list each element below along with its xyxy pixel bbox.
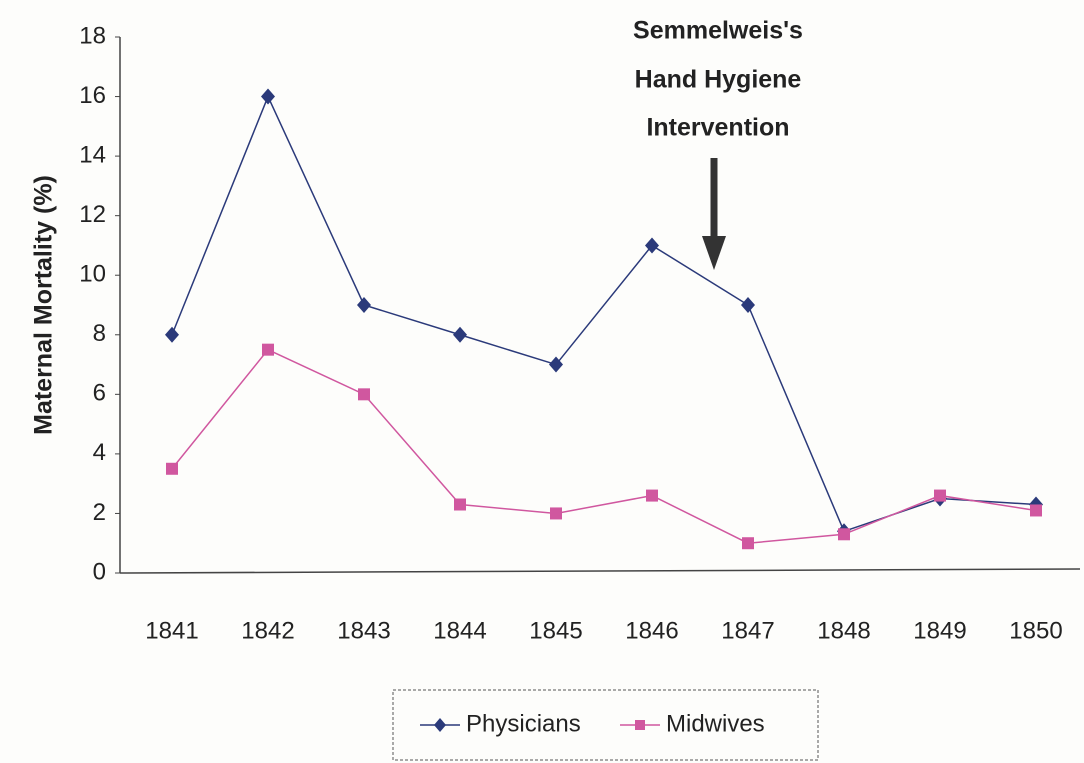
- legend-label: Midwives: [666, 710, 765, 737]
- data-point: [934, 489, 946, 502]
- annotation: Semmelweis's: [633, 17, 803, 45]
- data-point: [357, 297, 371, 313]
- data-point: [261, 88, 275, 105]
- y-axis-title: Maternal Mortality (%): [30, 175, 58, 435]
- data-point: [262, 343, 274, 356]
- y-tick-label: 2: [93, 499, 106, 526]
- x-tick-label: 1844: [433, 617, 486, 644]
- legend-marker: [434, 718, 446, 732]
- data-point: [549, 356, 563, 373]
- data-point: [742, 537, 754, 550]
- x-tick-label: 1849: [913, 617, 966, 644]
- data-point: [645, 237, 659, 254]
- data-point: [165, 326, 179, 343]
- x-tick-label: 1843: [337, 617, 390, 644]
- x-tick-label: 1841: [145, 617, 198, 644]
- data-point: [838, 528, 850, 541]
- data-point: [741, 297, 755, 313]
- y-tick-label: 16: [79, 82, 106, 109]
- x-tick-label: 1842: [241, 617, 294, 644]
- data-point: [358, 388, 370, 401]
- y-tick-label: 18: [79, 22, 106, 49]
- x-tick-label: 1848: [817, 617, 870, 644]
- data-point: [550, 507, 562, 520]
- x-tick-label: 1845: [529, 617, 582, 644]
- annotation: Intervention: [646, 114, 789, 142]
- y-tick-label: 12: [79, 201, 106, 228]
- annotation-arrowhead: [702, 236, 726, 270]
- annotation: Hand Hygiene: [635, 66, 802, 94]
- y-tick-label: 14: [79, 141, 106, 168]
- x-tick-label: 1850: [1009, 617, 1062, 644]
- x-tick-label: 1847: [721, 617, 774, 644]
- x-axis: [119, 568, 1081, 574]
- y-tick-label: 8: [93, 320, 106, 347]
- y-tick-label: 10: [79, 261, 106, 288]
- y-tick-label: 6: [93, 380, 106, 407]
- data-point: [454, 498, 466, 511]
- data-point: [1030, 504, 1042, 517]
- data-point: [166, 462, 178, 475]
- y-tick-label: 4: [93, 439, 106, 466]
- legend-box: [392, 689, 819, 761]
- series-line: [171, 348, 1037, 544]
- legend-marker: [635, 720, 645, 730]
- y-tick-label: 0: [93, 558, 106, 585]
- x-tick-label: 1846: [625, 617, 678, 644]
- legend-label: Physicians: [466, 710, 581, 737]
- data-point: [453, 326, 467, 343]
- data-point: [646, 489, 658, 502]
